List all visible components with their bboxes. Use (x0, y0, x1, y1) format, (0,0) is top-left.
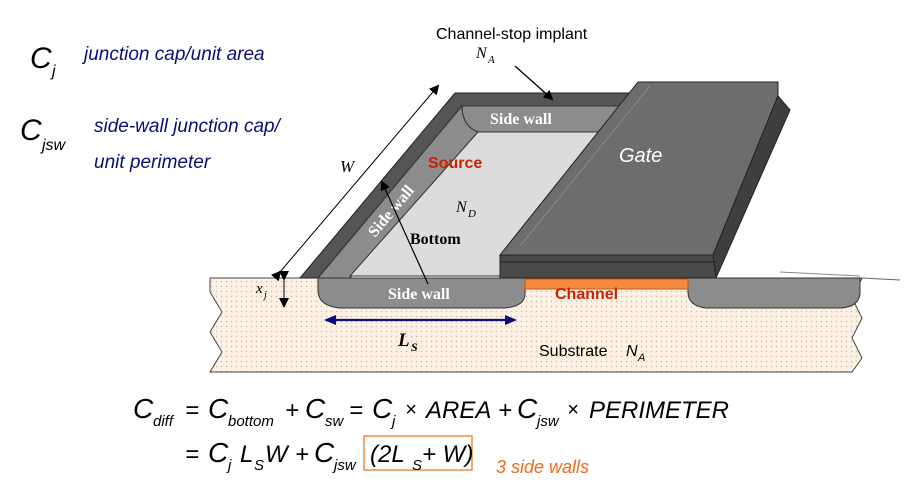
substrate-edge-line (861, 277, 901, 281)
eq2-t2: C (314, 437, 335, 468)
eq2-boxed-sub: S (412, 457, 422, 474)
eq1-plus2: + (498, 397, 512, 424)
length-label: L (397, 330, 410, 351)
eq2-ls-sub: S (254, 457, 264, 474)
cjsw-description-line1: side-wall junction cap/ (94, 116, 282, 137)
source-doping: N (455, 199, 468, 216)
side-wall-top-label: Side wall (490, 111, 552, 128)
eq2-t1-sub: j (226, 457, 232, 474)
eq2-plus: + (295, 441, 309, 468)
eq1-t4: C (517, 393, 538, 424)
cjsw-definition: C jsw side-wall junction cap/ unit perim… (20, 114, 282, 173)
cjsw-subscript: jsw (40, 137, 67, 154)
eq2-boxed-rest: + W) (422, 441, 473, 468)
eq1-lhs: C (133, 393, 154, 424)
eq2-t1: C (208, 437, 229, 468)
bottom-label: Bottom (410, 231, 461, 248)
eq1-t1-sub: bottom (228, 413, 274, 430)
cj-subscript: j (50, 63, 56, 80)
channel-label: Channel (555, 286, 618, 303)
gate-front-face (499, 254, 717, 279)
cjsw-description-line2: unit perimeter (94, 152, 211, 173)
substrate-doping-sub: A (637, 352, 645, 364)
eq1-equals: = (185, 397, 199, 424)
eq1-t2-sub: sw (325, 413, 345, 430)
eq1-times1: × (405, 399, 417, 421)
eq1-t3: C (372, 393, 393, 424)
eq2-t2-sub: jsw (332, 457, 357, 474)
eq2-equals: = (185, 441, 199, 468)
cjsw-symbol: C (20, 114, 42, 147)
eq1-t2: C (305, 393, 326, 424)
substrate-edge-line-2 (779, 271, 861, 277)
eq2-w: W (265, 441, 290, 468)
substrate-label: Substrate (539, 343, 608, 360)
substrate-doping: N (626, 343, 638, 360)
side-walls-note: 3 side walls (496, 457, 589, 477)
eq1-perimeter: PERIMETER (589, 397, 729, 424)
channel-stop-doping-sub: A (487, 54, 495, 66)
source-label: Source (428, 155, 482, 172)
cj-symbol: C (30, 42, 52, 75)
equation-line-2: = C j L S W + C jsw (2L S + W) 3 side wa… (185, 435, 589, 477)
source-doping-sub: D (467, 208, 476, 220)
eq2-boxed: (2L (370, 441, 405, 468)
eq1-times2: × (567, 399, 579, 421)
cj-description: junction cap/unit area (81, 44, 265, 65)
depth-label: x (255, 281, 263, 297)
channel-stop-arrow (514, 65, 554, 101)
drain-well-region (687, 277, 861, 309)
width-label: W (340, 157, 356, 176)
channel-region (524, 278, 689, 290)
channel-stop-label: Channel-stop implant (436, 26, 588, 43)
eq1-t4-sub: jsw (535, 413, 560, 430)
eq1-equals2: = (349, 397, 363, 424)
equation-line-1: C diff = C bottom + C sw = C j × AREA + … (133, 393, 729, 430)
perimeter-highlight-box (363, 435, 473, 471)
side-wall-front-label: Side wall (388, 286, 450, 303)
side-wall-front-region (317, 277, 526, 309)
eq1-plus1: + (285, 397, 299, 424)
eq1-area: AREA (424, 397, 491, 424)
eq1-lhs-sub: diff (153, 413, 175, 430)
width-dimension-arrow (271, 84, 440, 282)
eq1-t3-sub: j (390, 413, 396, 430)
eq1-t1: C (208, 393, 229, 424)
channel-stop-doping: N (475, 45, 488, 62)
gate-bevel (519, 85, 651, 247)
length-sub: S (411, 340, 418, 354)
depth-sub: j (262, 290, 267, 301)
gate-label: Gate (619, 145, 662, 167)
eq2-ls: L (240, 441, 253, 468)
cj-definition: C j junction cap/unit area (30, 42, 265, 80)
